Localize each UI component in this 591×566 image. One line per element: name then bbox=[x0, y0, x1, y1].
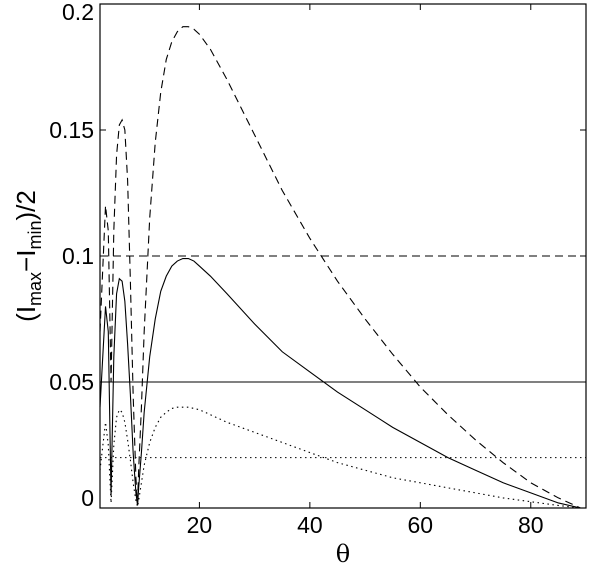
axes-frame bbox=[99, 3, 587, 509]
y-axis-title: (Imax−Imin)/2 bbox=[11, 190, 45, 322]
y-axis-title-open: (I bbox=[11, 306, 41, 322]
series-line-dotted bbox=[99, 406, 581, 509]
x-tick-label: 40 bbox=[297, 512, 323, 538]
tick-labels: 0 0.05 0.1 0.15 0.2 20 40 60 80 bbox=[49, 0, 543, 538]
x-tick-label: 80 bbox=[518, 512, 544, 538]
y-tick-label: 0.1 bbox=[62, 243, 94, 269]
x-axis-title: θ bbox=[336, 540, 350, 566]
series-line-dashed bbox=[99, 26, 581, 509]
y-tick-label: 0.15 bbox=[49, 117, 94, 143]
plot-area bbox=[99, 26, 586, 509]
x-tick-label: 20 bbox=[187, 512, 213, 538]
y-axis-title-minus: −I bbox=[11, 250, 41, 272]
y-axis-title-sub-min: min bbox=[25, 221, 45, 250]
series-line-solid bbox=[99, 257, 581, 509]
y-tick-label: 0.05 bbox=[49, 369, 94, 395]
y-axis-title-close: )/2 bbox=[11, 190, 41, 220]
y-tick-label: 0.2 bbox=[62, 0, 94, 25]
y-tick-label: 0 bbox=[81, 485, 94, 511]
y-axis-title-sub-max: max bbox=[25, 272, 45, 306]
x-tick-label: 60 bbox=[408, 512, 434, 538]
